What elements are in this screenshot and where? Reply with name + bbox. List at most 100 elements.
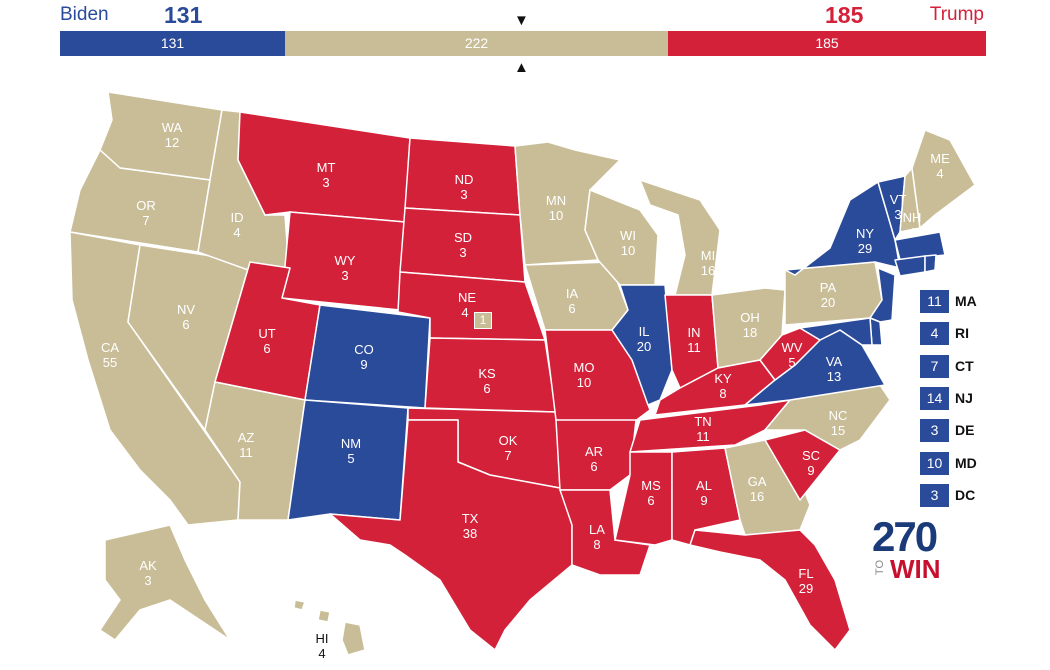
marker-down-icon: ▼ xyxy=(514,12,529,29)
state-label-ms: MS xyxy=(641,478,661,493)
state-ev-nv: 6 xyxy=(182,317,189,332)
trump-name: Trump xyxy=(929,4,984,25)
small-state-abbr: RI xyxy=(955,325,969,342)
state-ak[interactable] xyxy=(99,524,231,641)
small-state-ev[interactable]: 3 xyxy=(920,483,949,507)
state-ev-ne: 4 xyxy=(461,305,468,320)
state-label-fl: FL xyxy=(798,566,813,581)
state-label-ne: NE xyxy=(458,290,476,305)
state-ev-ms: 6 xyxy=(647,493,654,508)
state-label-in: IN xyxy=(688,325,701,340)
state-ev-ks: 6 xyxy=(483,381,490,396)
state-label-ar: AR xyxy=(585,444,603,459)
state-label-wy: WY xyxy=(335,253,356,268)
state-label-nc: NC xyxy=(829,408,848,423)
state-ev-wa: 12 xyxy=(165,135,179,150)
state-ev-wy: 3 xyxy=(341,268,348,283)
state-ct[interactable] xyxy=(894,255,926,277)
state-ma[interactable] xyxy=(894,231,946,261)
state-ev-sd: 3 xyxy=(459,245,466,260)
small-state-ev[interactable]: 11 xyxy=(920,290,949,313)
state-ev-me: 4 xyxy=(936,166,943,181)
state-ev-in: 11 xyxy=(687,340,701,355)
small-state-abbr: NJ xyxy=(955,389,973,406)
state-label-me: ME xyxy=(930,151,950,166)
state-ev-tn: 11 xyxy=(696,429,710,444)
state-label-pa: PA xyxy=(820,280,837,295)
small-state-abbr: MA xyxy=(955,293,977,309)
state-ev-ky: 8 xyxy=(719,386,726,401)
bar-segment-dem: 131 xyxy=(60,31,285,56)
state-ev-hi: 4 xyxy=(318,646,325,661)
small-state-ev[interactable]: 14 xyxy=(920,386,949,410)
state-label-ga: GA xyxy=(748,474,767,489)
state-label-nh: NH xyxy=(903,210,922,225)
logo-win: WIN xyxy=(890,554,941,584)
bar-segment-rep: 185 xyxy=(668,31,986,56)
state-label-hi: HI xyxy=(316,631,329,646)
state-ev-il: 20 xyxy=(637,339,651,354)
270towin-logo: 270 TO WIN xyxy=(872,513,941,583)
state-ev-co: 9 xyxy=(360,357,367,372)
state-label-wv: WV xyxy=(782,340,803,355)
state-tx[interactable] xyxy=(329,419,573,651)
small-state-ev[interactable]: 4 xyxy=(920,322,949,346)
state-label-wi: WI xyxy=(620,228,636,243)
state-ev-ia: 6 xyxy=(568,301,575,316)
state-ev-ar: 6 xyxy=(590,459,597,474)
state-ev-wi: 10 xyxy=(621,243,635,258)
state-label-al: AL xyxy=(696,478,712,493)
state-ev-nc: 15 xyxy=(831,423,845,438)
state-ev-mo: 10 xyxy=(577,375,591,390)
state-label-ny: NY xyxy=(856,226,874,241)
state-label-ok: OK xyxy=(499,433,518,448)
state-ev-tx: 38 xyxy=(463,526,477,541)
state-label-va: VA xyxy=(826,354,843,369)
state-label-ut: UT xyxy=(258,326,275,341)
state-label-nm: NM xyxy=(341,436,361,451)
state-fl[interactable] xyxy=(689,529,851,651)
biden-total: 131 xyxy=(164,2,203,28)
small-state-abbr: CT xyxy=(955,357,974,374)
state-ev-wv: 5 xyxy=(788,355,795,370)
state-ev-nm: 5 xyxy=(347,451,354,466)
state-ev-vt: 3 xyxy=(894,207,901,222)
bar-segment-tossup: 222 xyxy=(285,31,668,56)
state-ev-ok: 7 xyxy=(504,448,511,463)
ne-district-box[interactable]: 1 xyxy=(474,312,492,329)
state-label-nv: NV xyxy=(177,302,195,317)
state-ev-az: 11 xyxy=(239,445,253,460)
state-label-oh: OH xyxy=(740,310,760,325)
state-label-il: IL xyxy=(639,324,650,339)
state-ev-pa: 20 xyxy=(821,295,835,310)
electoral-vote-bar: 131 222 185 xyxy=(60,31,986,56)
state-label-tx: TX xyxy=(462,511,479,526)
state-ev-mt: 3 xyxy=(322,175,329,190)
state-ev-la: 8 xyxy=(593,537,600,552)
state-ev-ca: 55 xyxy=(103,355,117,370)
state-label-or: OR xyxy=(136,198,156,213)
state-me[interactable] xyxy=(911,129,976,229)
state-ev-or: 7 xyxy=(142,213,149,228)
state-label-la: LA xyxy=(589,522,605,537)
state-label-id: ID xyxy=(231,210,244,225)
logo-number: 270 xyxy=(872,513,938,560)
state-ev-nh: 4 xyxy=(908,225,915,240)
state-label-ky: KY xyxy=(714,371,732,386)
state-ev-oh: 18 xyxy=(743,325,757,340)
state-ri[interactable] xyxy=(924,254,937,273)
small-state-abbr: MD xyxy=(955,454,977,471)
small-state-ev[interactable]: 3 xyxy=(920,419,949,443)
small-state-ev[interactable]: 7 xyxy=(920,354,949,378)
state-md[interactable] xyxy=(799,317,873,346)
state-hi[interactable] xyxy=(293,599,366,656)
state-label-ca: CA xyxy=(101,340,119,355)
small-state-abbr: DC xyxy=(955,486,976,503)
state-ev-ut: 6 xyxy=(263,341,270,356)
state-ar[interactable] xyxy=(555,419,637,491)
state-la[interactable] xyxy=(559,489,651,576)
state-label-ia: IA xyxy=(566,286,579,301)
small-state-ev[interactable]: 10 xyxy=(920,451,949,475)
state-label-nd: ND xyxy=(455,172,474,187)
